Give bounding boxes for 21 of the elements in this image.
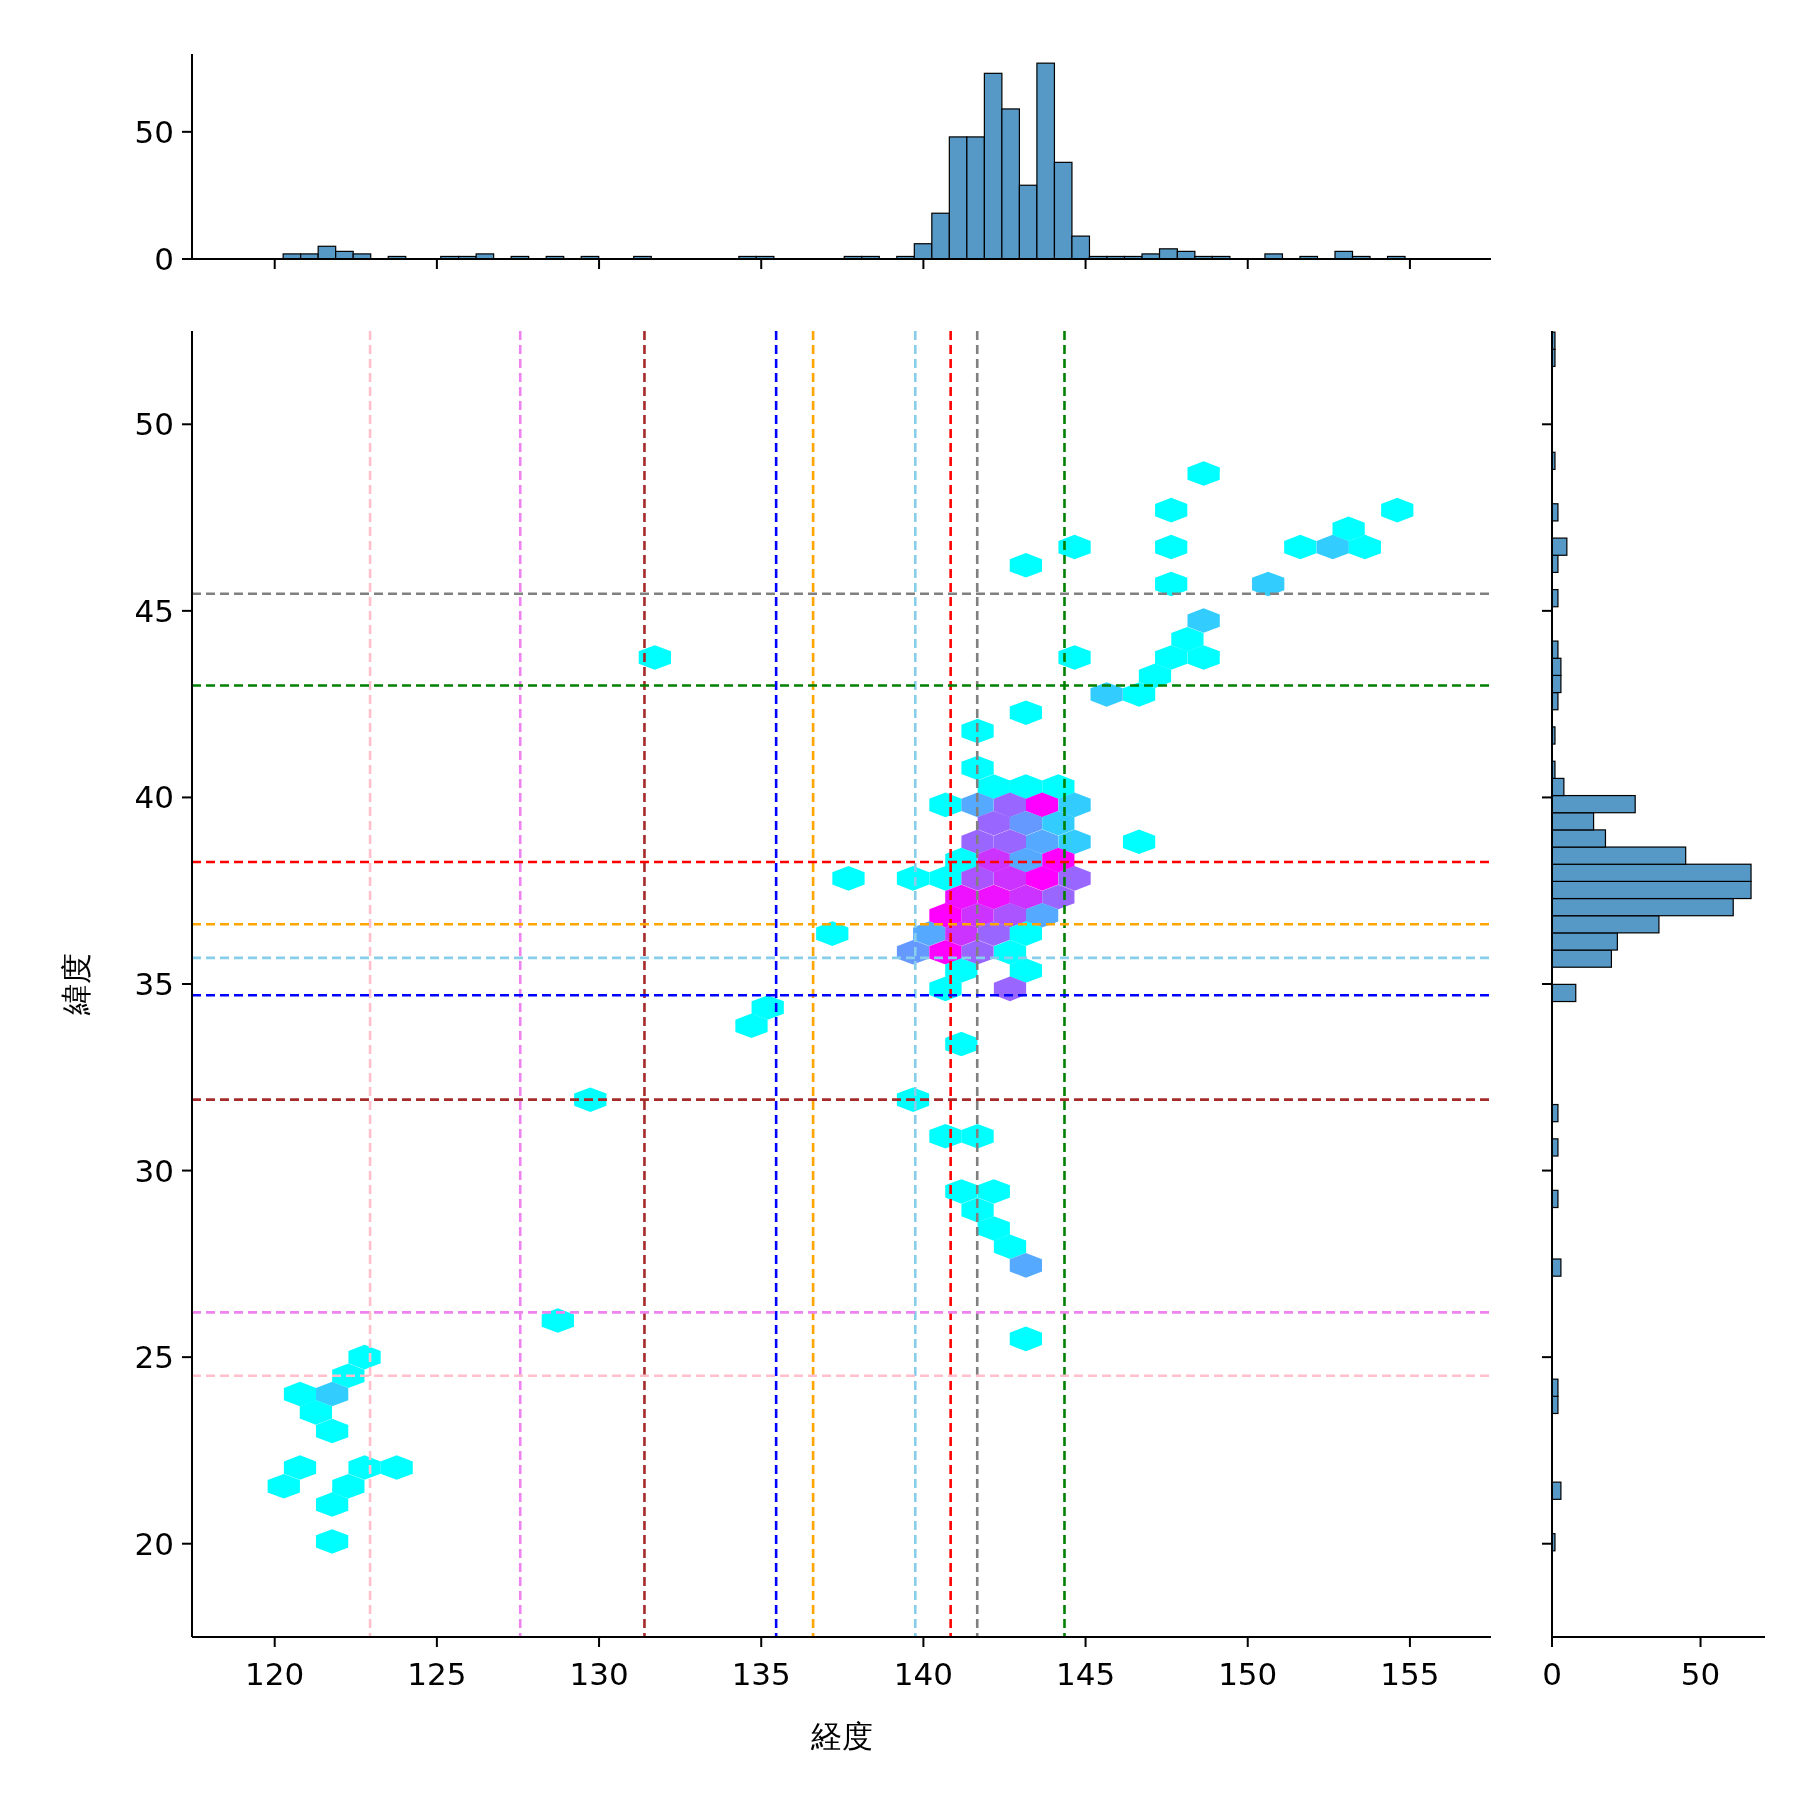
x-tick-label: 135 [731,1656,791,1692]
x-tick-label: 120 [245,1656,305,1692]
x-tick-label: 50 [1680,1656,1721,1692]
y-tick-label: 0 [154,241,174,277]
y-tick-label: 20 [134,1525,174,1562]
y-tick-label: 50 [134,113,174,150]
y-tick-label: 45 [134,592,174,629]
x-tick-label: 140 [893,1656,953,1692]
x-tick-label: 150 [1218,1656,1278,1692]
y-tick-label: 40 [134,779,174,816]
x-tick-label: 155 [1380,1656,1440,1692]
x-tick-label: 130 [569,1656,629,1692]
y-tick-label: 25 [134,1339,174,1376]
x-tick-label: 125 [407,1656,467,1692]
y-axis-title: 緯度 [58,953,94,1016]
x-tick-label: 0 [1542,1656,1562,1692]
y-tick-label: 30 [134,1152,174,1189]
y-tick-label: 50 [134,406,174,443]
x-tick-label: 145 [1055,1656,1116,1692]
x-axis-title: 経度 [809,1718,873,1754]
y-tick-label: 35 [134,966,174,1002]
